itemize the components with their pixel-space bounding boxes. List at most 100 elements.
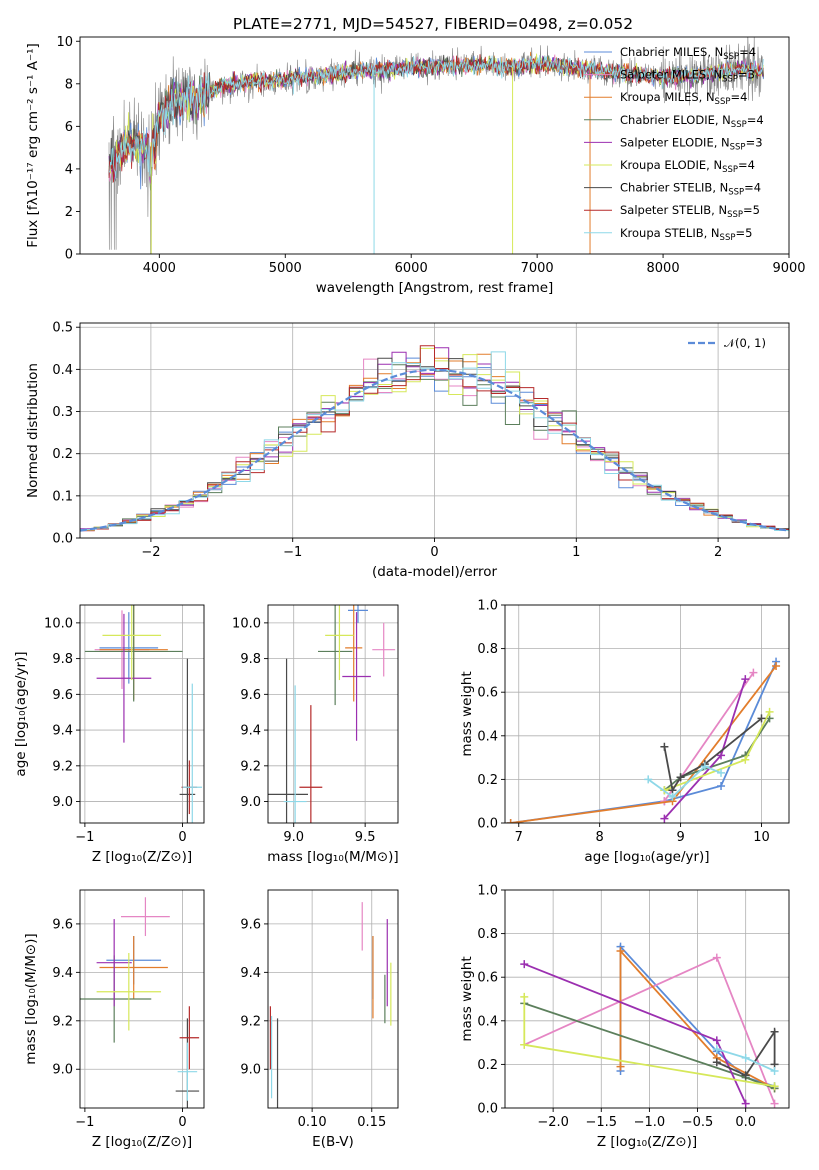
x-tick-label: −2 bbox=[141, 545, 160, 560]
marker-plus bbox=[668, 792, 677, 801]
y-tick-label: 9.4 bbox=[240, 724, 261, 739]
marker-plus bbox=[741, 755, 750, 764]
marker-plus bbox=[749, 668, 758, 677]
axes-frame bbox=[79, 36, 790, 255]
y-tick-label: 9.0 bbox=[52, 795, 73, 810]
x-tick-label: 0.0 bbox=[735, 1115, 756, 1130]
marker-plus bbox=[717, 781, 726, 790]
y-tick-label: 9.0 bbox=[52, 1063, 73, 1078]
y-tick-label: 9.6 bbox=[240, 917, 261, 932]
x-axis-label: Z [log₁₀(Z/Z⊙)] bbox=[92, 1134, 192, 1150]
mass-weight-vs-metallicity-panel: −2.0 −1.5 −1.0 −0.5 0.0 0.0 0.2 0.4 0.6 0.8 1.0 Z [… bbox=[459, 884, 790, 1150]
marker-plus bbox=[520, 960, 529, 969]
legend-entry: Chabrier MILES, NSSP=4 bbox=[620, 45, 756, 62]
errorbar-chabrier-miles bbox=[348, 605, 368, 623]
errorbar-salpeter-elodie bbox=[96, 919, 132, 1007]
errorbar-salpeter-stelib bbox=[299, 705, 323, 823]
y-axis-label: Normed distribution bbox=[25, 363, 41, 498]
errorbar-kroupa-stelib bbox=[177, 1042, 198, 1101]
mass-weight-series-chabrier-miles bbox=[506, 657, 781, 823]
histogram-chabrier-miles bbox=[80, 357, 789, 531]
normal-curve bbox=[80, 368, 789, 532]
marker-plus bbox=[712, 1045, 721, 1054]
y-tick-label: 9.8 bbox=[52, 652, 73, 667]
legend-entry: Kroupa STELIB, NSSP=5 bbox=[620, 226, 752, 243]
y-tick-label: 9.4 bbox=[52, 966, 73, 981]
model-spectrum-chabrier-stelib bbox=[108, 54, 764, 177]
x-tick-label: 5000 bbox=[269, 261, 302, 276]
x-tick-label: 9 bbox=[676, 830, 684, 845]
y-tick-label: 9.2 bbox=[240, 1014, 261, 1029]
y-tick-label: 0.6 bbox=[477, 686, 498, 701]
plot-area bbox=[80, 897, 200, 1108]
y-axis-label: mass [log₁₀(M/M⊙)] bbox=[23, 933, 39, 1064]
y-tick-label: 0.4 bbox=[52, 363, 73, 378]
legend-entry: 𝒩(0, 1) bbox=[724, 336, 766, 350]
mass-vs-ebv-panel: 0.10 0.15 9.0 9.2 9.4 9.6 E(B-V) bbox=[240, 889, 399, 1150]
errorbar-salpeter-elodie bbox=[342, 612, 371, 741]
y-axis-label: Flux [fλ10⁻¹⁷ erg cm⁻² s⁻¹ A⁻¹] bbox=[25, 43, 41, 248]
y-tick-label: 10.0 bbox=[44, 616, 73, 631]
mass-vs-metallicity-panel: −1 0 9.0 9.2 9.4 9.6 Z [log₁₀(Z/Z⊙)] mass [log₁… bbox=[23, 889, 205, 1150]
plot-area bbox=[269, 902, 392, 1108]
marker-plus bbox=[717, 768, 726, 777]
y-tick-label: 0.2 bbox=[52, 447, 73, 462]
errorbar-kroupa-miles bbox=[99, 936, 168, 999]
x-tick-label: 0.10 bbox=[298, 1115, 327, 1130]
y-tick-label: 0.0 bbox=[52, 532, 73, 547]
y-axis-label: age [log₁₀(age/yr)] bbox=[13, 651, 29, 776]
errorbar-kroupa-elodie bbox=[325, 605, 354, 681]
x-tick-label: 8000 bbox=[647, 261, 680, 276]
marker-plus bbox=[770, 1082, 779, 1091]
y-tick-label: 9.4 bbox=[240, 966, 261, 981]
y-tick-label: 0.1 bbox=[52, 489, 73, 504]
mass-weight-series-kroupa-elodie bbox=[520, 992, 779, 1091]
errorbar-chabrier-miles bbox=[99, 612, 159, 684]
legend-entry: Salpeter MILES, NSSP=3 bbox=[620, 68, 755, 85]
axes-frame bbox=[504, 889, 790, 1109]
legend-entry: Salpeter ELODIE, NSSP=3 bbox=[620, 135, 763, 152]
x-tick-label: 0 bbox=[430, 545, 438, 560]
y-tick-label: 9.4 bbox=[52, 724, 73, 739]
axes-frame bbox=[267, 889, 399, 1109]
errorbar-chabrier-elodie bbox=[84, 605, 183, 702]
x-tick-label: 7 bbox=[515, 830, 523, 845]
errorbar-salpeter-miles bbox=[121, 897, 170, 937]
x-tick-label: 1 bbox=[572, 545, 580, 560]
y-tick-label: 9.0 bbox=[240, 795, 261, 810]
model-spectrum-kroupa-stelib bbox=[108, 54, 764, 179]
y-tick-label: 9.0 bbox=[240, 1063, 261, 1078]
errorbar-chabrier-stelib bbox=[268, 658, 308, 823]
y-tick-label: 2 bbox=[65, 205, 73, 220]
x-tick-label: 0.15 bbox=[357, 1115, 386, 1130]
marker-plus bbox=[712, 953, 721, 962]
x-tick-label: 9.0 bbox=[283, 830, 304, 845]
x-tick-label: −0.5 bbox=[682, 1115, 714, 1130]
x-tick-label: −1 bbox=[75, 1115, 94, 1130]
x-tick-label: −1 bbox=[283, 545, 302, 560]
marker-plus bbox=[520, 992, 529, 1001]
y-tick-label: 0.2 bbox=[477, 1058, 498, 1073]
errorbar-kroupa-elodie bbox=[96, 952, 162, 1031]
mass-weight-series-salpeter-elodie bbox=[660, 675, 750, 823]
errorbar-kroupa-miles bbox=[345, 605, 363, 702]
errorbar-chabrier-elodie bbox=[318, 605, 353, 706]
errorbar-salpeter-elodie bbox=[96, 613, 152, 743]
marker-plus bbox=[770, 1099, 779, 1108]
x-tick-label: 4000 bbox=[143, 261, 176, 276]
y-tick-label: 0.8 bbox=[477, 642, 498, 657]
marker-plus bbox=[616, 1062, 625, 1071]
x-tick-label: 8 bbox=[596, 830, 604, 845]
mass-weight-series-kroupa-stelib bbox=[712, 1045, 779, 1075]
marker-plus bbox=[757, 714, 766, 723]
marker-plus bbox=[712, 1058, 721, 1067]
marker-plus bbox=[741, 1099, 750, 1108]
marker-plus bbox=[676, 773, 685, 782]
x-axis-label: (data-model)/error bbox=[372, 564, 498, 580]
figure-title: PLATE=2771, MJD=54527, FIBERID=0498, z=0… bbox=[233, 15, 633, 33]
age-vs-metallicity-panel: −1 0 9.0 9.2 9.4 9.6 9.8 10.0 Z [log₁₀(Z/Z⊙)] age… bbox=[13, 604, 205, 865]
plot-area bbox=[84, 605, 203, 823]
plot-area bbox=[520, 942, 779, 1108]
legend-entry: Kroupa MILES, NSSP=4 bbox=[620, 90, 747, 107]
